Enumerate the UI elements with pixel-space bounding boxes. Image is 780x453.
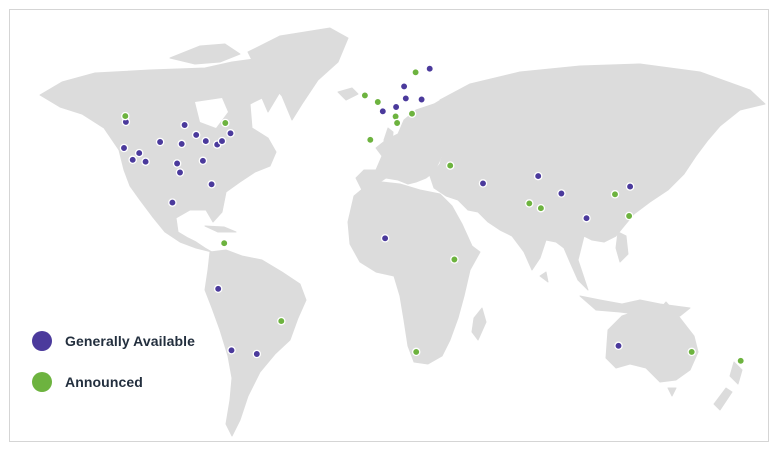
- sri-lanka: [539, 271, 549, 283]
- region-marker-available: [191, 130, 201, 140]
- region-marker-announced: [407, 109, 417, 118]
- legend-announced-label: Announced: [65, 374, 143, 390]
- region-marker-announced: [445, 161, 455, 170]
- region-marker-available: [380, 234, 390, 243]
- arctic-islands: [169, 43, 241, 65]
- great-lakes: [195, 98, 228, 128]
- legend: Generally Available Announced: [32, 330, 195, 412]
- new-zealand: [713, 361, 743, 411]
- legend-available-label: Generally Available: [65, 333, 196, 349]
- south-america: [204, 249, 307, 437]
- region-marker-announced: [360, 91, 370, 100]
- region-marker-available: [128, 155, 137, 165]
- hudson-bay: [195, 98, 228, 128]
- greenland: [247, 27, 349, 121]
- legend-available: Generally Available: [32, 330, 195, 352]
- region-marker-available: [391, 102, 401, 112]
- region-marker-available: [198, 156, 208, 166]
- region-markers: [119, 64, 745, 366]
- region-marker-available: [417, 95, 426, 104]
- madagascar: [471, 307, 487, 341]
- region-marker-available: [172, 159, 182, 168]
- region-marker-available: [478, 179, 488, 188]
- japan: [647, 155, 667, 195]
- philippines: [615, 231, 629, 263]
- region-marker-available: [168, 198, 177, 207]
- region-marker-announced: [392, 118, 402, 128]
- region-marker-available: [625, 182, 635, 191]
- region-marker-announced: [411, 347, 421, 357]
- region-marker-announced: [610, 190, 620, 199]
- region-marker-announced: [366, 135, 375, 145]
- region-marker-available: [213, 284, 223, 294]
- africa: [347, 181, 481, 365]
- region-marker-available: [177, 139, 186, 149]
- region-marker-announced: [121, 111, 130, 121]
- region-marker-announced: [411, 68, 420, 77]
- region-marker-available: [533, 171, 543, 181]
- region-marker-announced: [525, 199, 534, 208]
- region-marker-available: [252, 349, 262, 359]
- legend-announced: Announced: [32, 371, 195, 393]
- region-marker-available: [378, 107, 388, 116]
- region-marker-available: [217, 136, 227, 146]
- region-marker-announced: [450, 255, 459, 264]
- asia: [429, 63, 766, 291]
- north-america: [39, 57, 281, 253]
- cuba: [204, 225, 237, 233]
- region-marker-announced: [736, 356, 745, 366]
- region-marker-available: [557, 189, 566, 198]
- region-marker-available: [227, 346, 236, 355]
- region-marker-available: [201, 136, 211, 146]
- available-swatch-icon: [32, 331, 52, 351]
- region-marker-available: [614, 341, 623, 351]
- region-marker-available: [425, 64, 434, 73]
- region-marker-available: [207, 180, 216, 189]
- region-marker-announced: [277, 316, 286, 326]
- region-marker-announced: [687, 347, 696, 357]
- region-marker-available: [582, 213, 591, 223]
- region-marker-announced: [536, 203, 546, 213]
- region-marker-available: [401, 94, 411, 103]
- region-marker-available: [141, 157, 150, 166]
- region-marker-announced: [373, 97, 383, 107]
- announced-swatch-icon: [32, 372, 52, 392]
- tasmania: [667, 387, 677, 397]
- region-marker-announced: [219, 238, 229, 248]
- region-marker-available: [180, 120, 189, 130]
- region-marker-available: [119, 143, 129, 153]
- iceland: [337, 87, 359, 101]
- region-marker-available: [155, 137, 165, 147]
- region-marker-available: [134, 148, 144, 158]
- region-marker-available: [226, 129, 235, 138]
- region-marker-announced: [624, 211, 634, 221]
- region-marker-available: [399, 82, 409, 91]
- region-marker-announced: [221, 118, 230, 128]
- australia: [605, 301, 699, 383]
- uk-ireland: [383, 127, 394, 151]
- region-marker-available: [175, 168, 185, 177]
